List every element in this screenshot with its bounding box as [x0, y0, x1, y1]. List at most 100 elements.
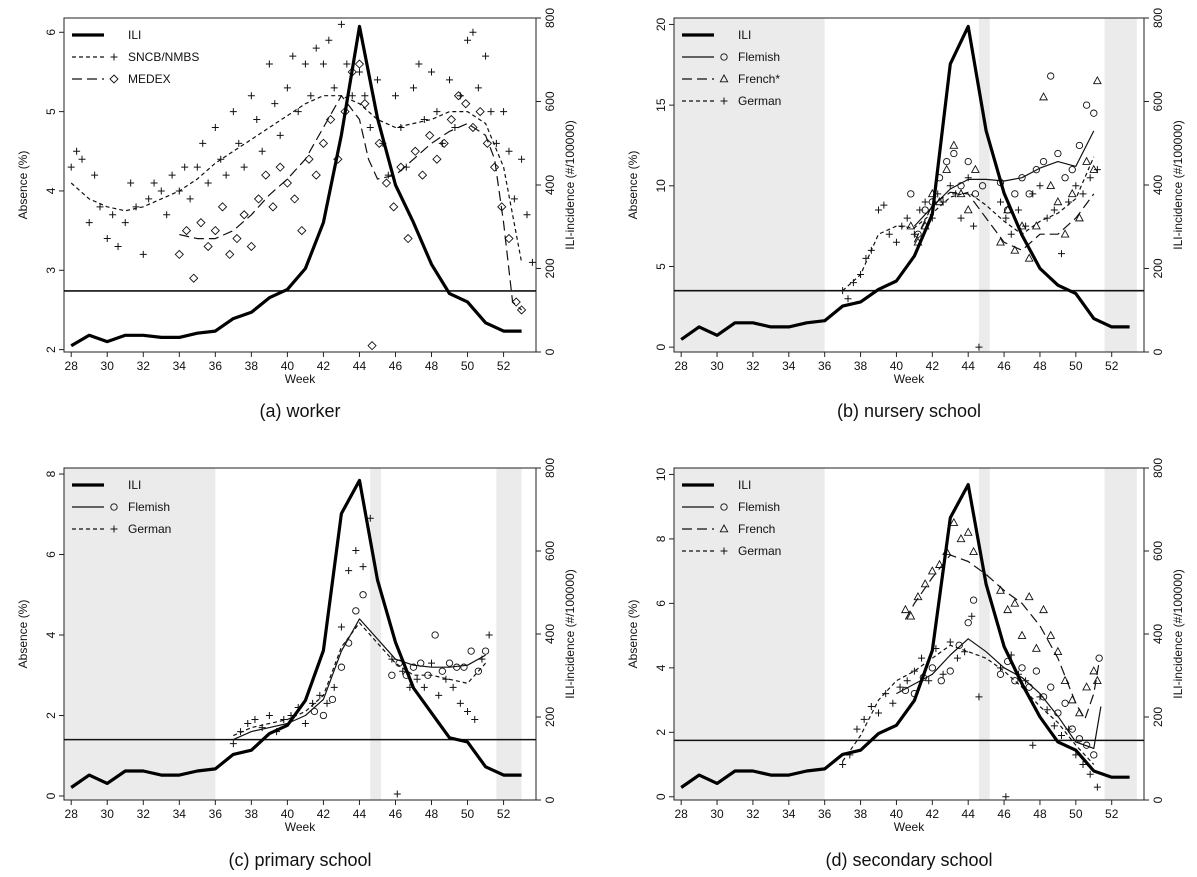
data-point	[157, 187, 165, 195]
data-point	[969, 546, 979, 556]
panel-caption: (d) secondary school	[825, 850, 992, 870]
series-sncbnmbs	[67, 20, 536, 266]
data-point	[1010, 598, 1020, 607]
data-point	[946, 638, 954, 646]
trend-line	[904, 554, 1100, 720]
data-point	[189, 273, 199, 283]
data-point	[203, 241, 213, 252]
data-point	[907, 190, 915, 198]
data-point	[1039, 604, 1048, 614]
legend-label: French*	[738, 72, 780, 86]
data-point	[475, 106, 485, 117]
data-point	[906, 221, 916, 230]
trend-line	[233, 622, 487, 737]
data-point	[337, 623, 345, 631]
data-point	[1054, 149, 1062, 158]
data-point	[964, 619, 972, 627]
legend-label: ILI	[128, 28, 141, 42]
holiday-band	[496, 468, 522, 800]
data-point	[942, 164, 952, 173]
data-point	[1017, 630, 1027, 639]
data-point	[1068, 166, 1076, 174]
x-tick-label: 44	[353, 807, 367, 821]
legend-label: SNCB/NMBS	[128, 50, 199, 64]
x-tick-label: 46	[997, 807, 1011, 821]
data-point	[316, 691, 324, 699]
data-point	[453, 91, 464, 101]
data-point	[927, 566, 937, 575]
data-point	[403, 233, 413, 244]
data-point	[428, 68, 436, 76]
data-point	[446, 76, 454, 84]
holiday-band	[64, 468, 216, 800]
data-point	[1029, 190, 1037, 198]
ili-line	[70, 478, 522, 789]
x-tick-label: 52	[497, 807, 511, 821]
holiday-band	[1104, 18, 1137, 352]
legend-label: Flemish	[738, 50, 780, 64]
x-tick-label: 46	[997, 359, 1011, 373]
x-tick-label: 40	[890, 359, 904, 373]
y-tick-label: 10	[654, 179, 668, 193]
data-point	[319, 711, 328, 720]
data-point	[474, 667, 483, 675]
x-axis-label: Week	[894, 820, 925, 834]
y2-tick-label: 600	[1151, 541, 1165, 561]
data-point	[528, 258, 536, 266]
data-point	[323, 699, 331, 707]
data-point	[1090, 751, 1098, 759]
data-point	[913, 591, 923, 601]
data-point	[957, 214, 965, 222]
data-point	[961, 648, 969, 656]
data-point	[489, 162, 500, 172]
data-point	[420, 683, 428, 691]
x-tick-label: 48	[425, 359, 439, 373]
data-point	[460, 663, 468, 671]
data-point	[880, 201, 888, 209]
data-point	[451, 123, 459, 131]
panel-caption: (c) primary school	[228, 850, 371, 870]
data-point	[109, 211, 117, 219]
x-tick-label: 42	[317, 359, 331, 373]
data-point	[389, 202, 399, 212]
data-point	[204, 179, 212, 187]
data-point	[510, 195, 518, 203]
x-tick-label: 52	[1105, 807, 1119, 821]
data-point	[199, 139, 207, 147]
data-point	[996, 198, 1004, 206]
data-point	[253, 116, 261, 124]
data-point	[229, 108, 237, 116]
y-tick-label: 10	[654, 467, 668, 481]
data-point	[1014, 206, 1022, 214]
data-point	[232, 233, 242, 244]
legend-marker	[720, 547, 728, 555]
x-tick-label: 36	[818, 807, 832, 821]
y2-tick-label: 0	[543, 348, 557, 355]
y-tick-label: 4	[44, 631, 58, 638]
data-point	[1053, 646, 1063, 655]
data-point	[328, 695, 337, 704]
data-point	[381, 178, 392, 188]
y-tick-label: 8	[654, 535, 668, 542]
data-point	[482, 138, 492, 148]
data-point	[1032, 667, 1041, 675]
data-point	[1039, 92, 1048, 101]
data-point	[367, 341, 377, 351]
data-point	[397, 123, 405, 131]
data-point	[928, 664, 936, 672]
data-point	[217, 202, 228, 212]
data-point	[1018, 664, 1026, 672]
data-point	[464, 707, 472, 715]
data-point	[318, 138, 329, 148]
data-point	[1043, 706, 1051, 714]
x-tick-label: 48	[425, 807, 439, 821]
data-point	[393, 790, 401, 798]
x-tick-label: 52	[1105, 359, 1119, 373]
data-point	[275, 162, 285, 172]
data-point	[337, 20, 345, 28]
data-point	[925, 677, 933, 685]
series-french	[900, 517, 1102, 720]
data-point	[1061, 174, 1069, 182]
data-point	[359, 591, 367, 599]
data-point	[229, 740, 237, 748]
